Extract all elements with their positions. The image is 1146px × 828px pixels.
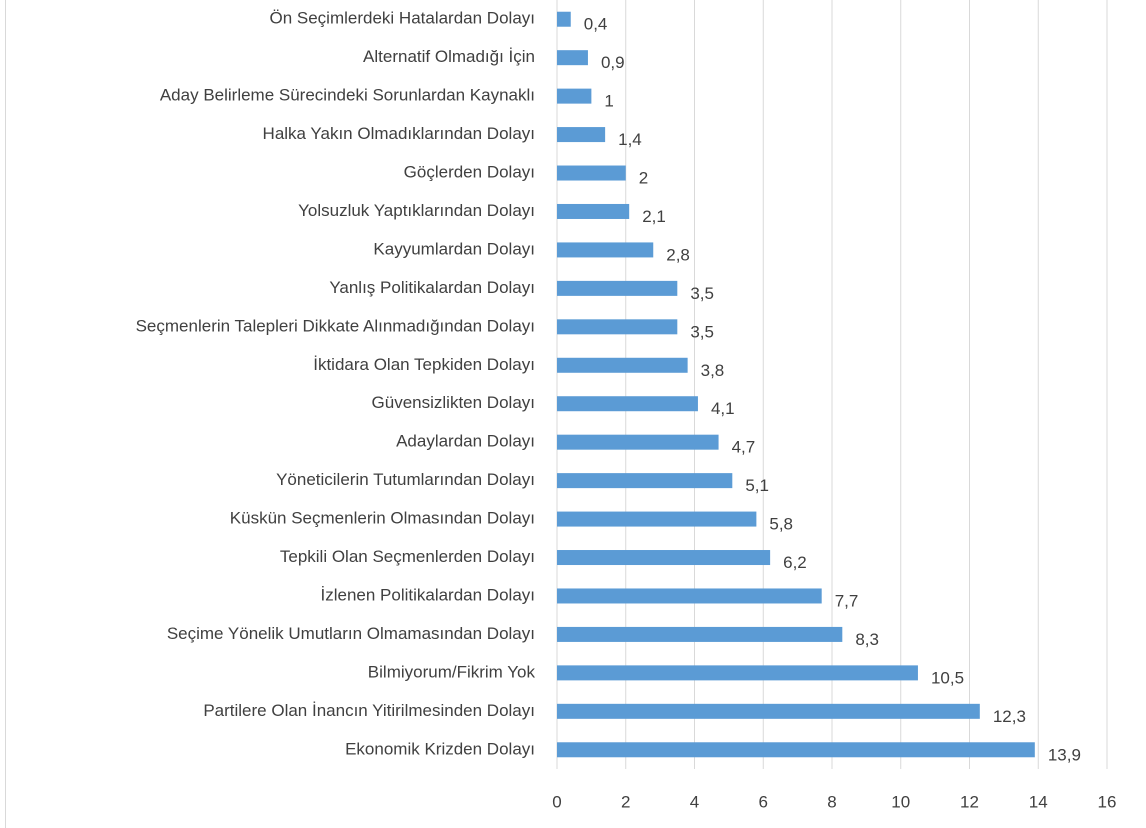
bar [557, 319, 678, 335]
value-label: 2,8 [666, 245, 690, 264]
value-label: 5,1 [745, 476, 769, 495]
value-label: 2,1 [642, 207, 666, 226]
bar [557, 511, 757, 527]
value-label: 0,4 [584, 15, 608, 34]
value-label: 3,8 [701, 361, 725, 380]
value-label: 4,7 [732, 438, 756, 457]
value-label: 4,1 [711, 399, 735, 418]
y-tick-label: Yolsuzluk Yaptıklarından Dolayı [298, 201, 535, 220]
value-label: 1,4 [618, 130, 642, 149]
value-label: 5,8 [769, 515, 793, 534]
y-tick-label: Tepkili Olan Seçmenlerden Dolayı [280, 547, 535, 566]
value-label: 8,3 [855, 630, 879, 649]
bar [557, 88, 592, 104]
y-tick-label: Ön Seçimlerdeki Hatalardan Dolayı [269, 9, 535, 28]
bar [557, 703, 980, 719]
value-label: 10,5 [931, 668, 964, 687]
value-label: 12,3 [993, 707, 1026, 726]
bar [557, 242, 654, 258]
bar [557, 11, 571, 27]
value-label: 0,9 [601, 53, 625, 72]
y-tick-label: Halka Yakın Olmadıklarından Dolayı [263, 124, 535, 143]
y-tick-label: Göçlerden Dolayı [404, 163, 535, 182]
bar [557, 434, 719, 450]
x-tick-label: 12 [960, 792, 979, 811]
value-label: 6,2 [783, 553, 807, 572]
bar [557, 50, 588, 66]
bar [557, 626, 843, 642]
y-tick-label: Partilere Olan İnancın Yitirilmesinden D… [203, 701, 535, 720]
value-label: 2 [639, 169, 648, 188]
x-tick-label: 16 [1098, 792, 1117, 811]
y-tick-label: Küskün Seçmenlerin Olmasından Dolayı [230, 509, 535, 528]
y-tick-label: Ekonomik Krizden Dolayı [345, 739, 535, 758]
y-tick-label: Alternatif Olmadığı İçin [363, 47, 535, 66]
x-tick-label: 10 [891, 792, 910, 811]
value-label: 7,7 [835, 591, 859, 610]
x-tick-label: 14 [1029, 792, 1048, 811]
value-label: 3,5 [690, 322, 714, 341]
bar [557, 588, 822, 604]
y-tick-label: Yanlış Politikalardan Dolayı [329, 278, 535, 297]
bar [557, 203, 630, 219]
value-label: 13,9 [1048, 745, 1081, 764]
y-tick-label: Seçime Yönelik Umutların Olmamasından Do… [167, 624, 535, 643]
bar [557, 665, 918, 681]
x-tick-label: 8 [827, 792, 836, 811]
bar [557, 357, 688, 373]
x-tick-label: 6 [759, 792, 768, 811]
y-tick-label: Adaylardan Dolayı [396, 432, 535, 451]
y-tick-label: Yöneticilerin Tutumlarından Dolayı [276, 470, 535, 489]
y-tick-label: Kayyumlardan Dolayı [373, 239, 535, 258]
bar [557, 165, 626, 181]
y-tick-label: İktidara Olan Tepkiden Dolayı [313, 355, 535, 374]
bar [557, 396, 698, 412]
x-tick-label: 2 [621, 792, 630, 811]
bar [557, 473, 733, 489]
value-label: 3,5 [690, 284, 714, 303]
y-tick-label: Seçmenlerin Talepleri Dikkate Alınmadığı… [136, 316, 535, 335]
y-tick-label: Bilmiyorum/Fikrim Yok [368, 662, 536, 681]
bar [557, 742, 1035, 758]
x-tick-label: 4 [690, 792, 699, 811]
y-tick-label: İzlenen Politikalardan Dolayı [320, 585, 535, 604]
x-tick-label: 0 [552, 792, 561, 811]
bar [557, 127, 606, 143]
bar [557, 280, 678, 296]
y-tick-label: Güvensizlikten Dolayı [372, 393, 535, 412]
y-tick-label: Aday Belirleme Sürecindeki Sorunlardan K… [160, 86, 535, 105]
value-label: 1 [604, 92, 613, 111]
bar [557, 550, 771, 566]
